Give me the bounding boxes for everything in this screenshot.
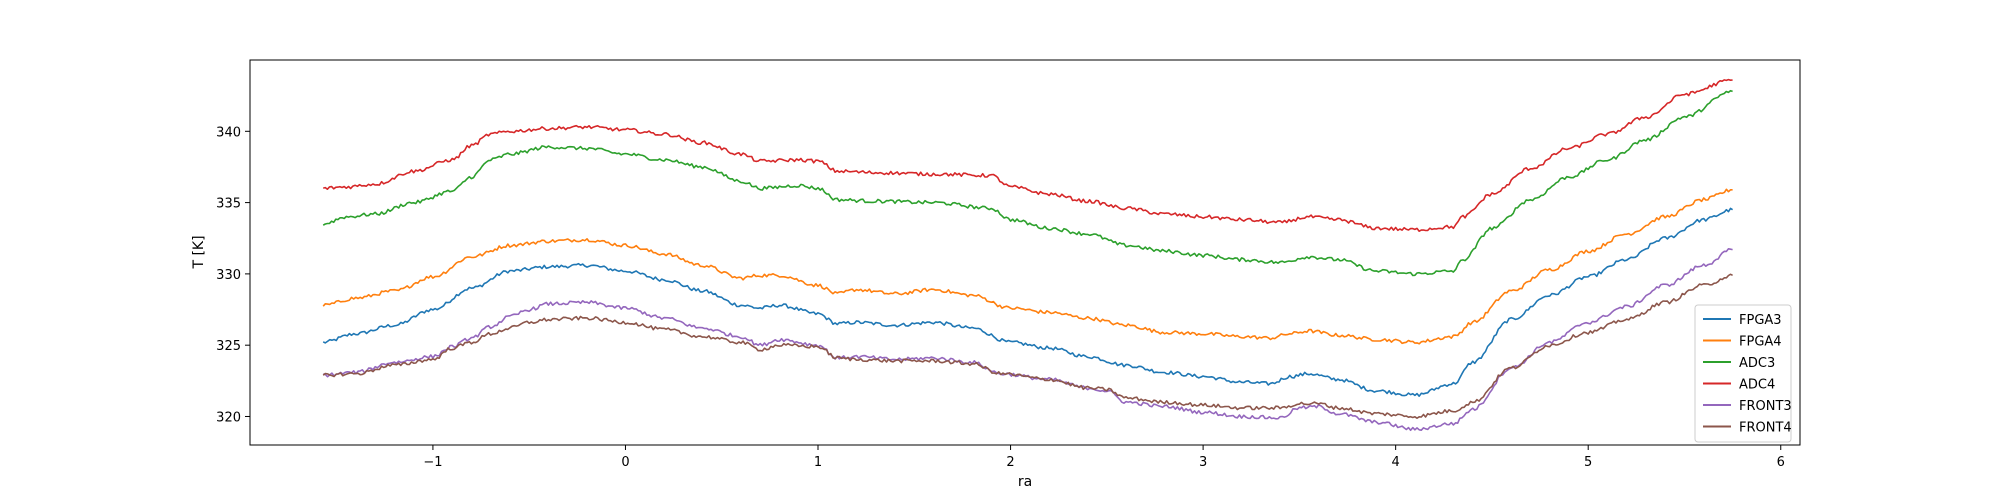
legend-label-adc4: ADC4 bbox=[1739, 378, 1775, 393]
legend-label-front4: FRONT4 bbox=[1739, 421, 1792, 436]
x-tick-label: 5 bbox=[1584, 455, 1592, 470]
legend-box bbox=[1694, 304, 1792, 443]
legend: FPGA3 FPGA4 ADC3 ADC4 FRONT3 FRONT4 bbox=[1694, 304, 1792, 443]
x-tick-label: 3 bbox=[1199, 455, 1207, 470]
x-tick-label: 4 bbox=[1392, 455, 1400, 470]
legend-label-front3: FRONT3 bbox=[1739, 399, 1792, 414]
y-tick-label: 325 bbox=[216, 339, 241, 354]
plot-area bbox=[249, 59, 1801, 446]
y-axis: 320 325 330 335 340 bbox=[216, 125, 250, 425]
legend-label-fpga3: FPGA3 bbox=[1739, 313, 1782, 328]
x-axis-label: ra bbox=[1018, 474, 1032, 490]
x-axis: −1 0 1 2 3 4 5 6 bbox=[423, 445, 1785, 470]
y-axis-label: T [K] bbox=[191, 235, 207, 269]
series-line-adc4 bbox=[323, 78, 1733, 232]
series-layer bbox=[322, 78, 1734, 432]
y-tick-label: 330 bbox=[216, 268, 241, 283]
x-tick-label: 6 bbox=[1777, 455, 1785, 470]
x-tick-label: −1 bbox=[423, 455, 442, 470]
x-tick-label: 2 bbox=[1006, 455, 1014, 470]
series-line-fpga3 bbox=[322, 207, 1734, 398]
legend-label-fpga4: FPGA4 bbox=[1739, 335, 1782, 350]
y-tick-label: 340 bbox=[216, 125, 241, 140]
x-tick-label: 1 bbox=[814, 455, 822, 470]
series-line-fpga4 bbox=[322, 188, 1733, 345]
legend-label-adc3: ADC3 bbox=[1739, 356, 1775, 371]
series-line-front4 bbox=[322, 273, 1733, 420]
series-line-adc3 bbox=[322, 89, 1733, 277]
y-tick-label: 335 bbox=[216, 197, 241, 212]
y-tick-label: 320 bbox=[216, 410, 241, 425]
x-tick-label: 0 bbox=[621, 455, 629, 470]
